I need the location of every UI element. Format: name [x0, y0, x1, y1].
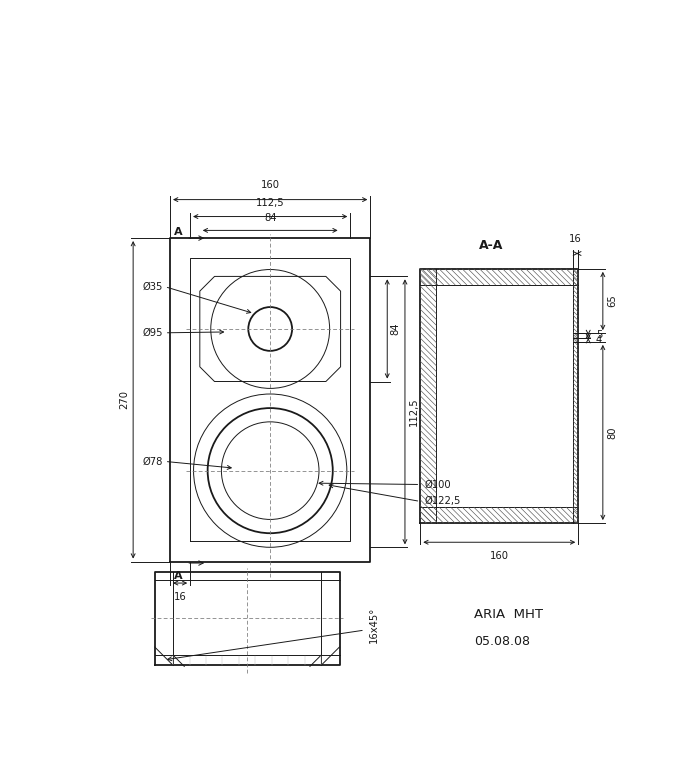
Text: 80: 80: [607, 426, 617, 438]
Text: A: A: [174, 227, 183, 237]
Text: 84: 84: [264, 213, 276, 223]
Text: Ø100: Ø100: [424, 480, 451, 490]
Text: Ø95: Ø95: [143, 328, 163, 338]
Text: Ø78: Ø78: [143, 457, 163, 467]
Text: 05.08.08: 05.08.08: [475, 635, 531, 648]
Text: A: A: [174, 571, 183, 581]
Text: 112,5: 112,5: [256, 198, 284, 208]
Text: 65: 65: [607, 295, 617, 308]
Text: 16: 16: [174, 592, 186, 602]
Text: 160: 160: [490, 552, 509, 562]
Text: A-A: A-A: [480, 239, 504, 252]
Text: Ø122,5: Ø122,5: [424, 496, 461, 506]
Text: 4: 4: [596, 335, 602, 345]
Text: 160: 160: [260, 180, 280, 190]
Text: 16x45°: 16x45°: [369, 607, 379, 643]
Text: 84: 84: [390, 323, 400, 335]
Text: 5: 5: [596, 330, 602, 340]
Text: ARIA  MHT: ARIA MHT: [475, 607, 543, 620]
Text: Ø35: Ø35: [143, 282, 163, 291]
Text: 16: 16: [569, 234, 582, 244]
Text: 112,5: 112,5: [410, 398, 419, 426]
Text: 270: 270: [119, 390, 129, 409]
